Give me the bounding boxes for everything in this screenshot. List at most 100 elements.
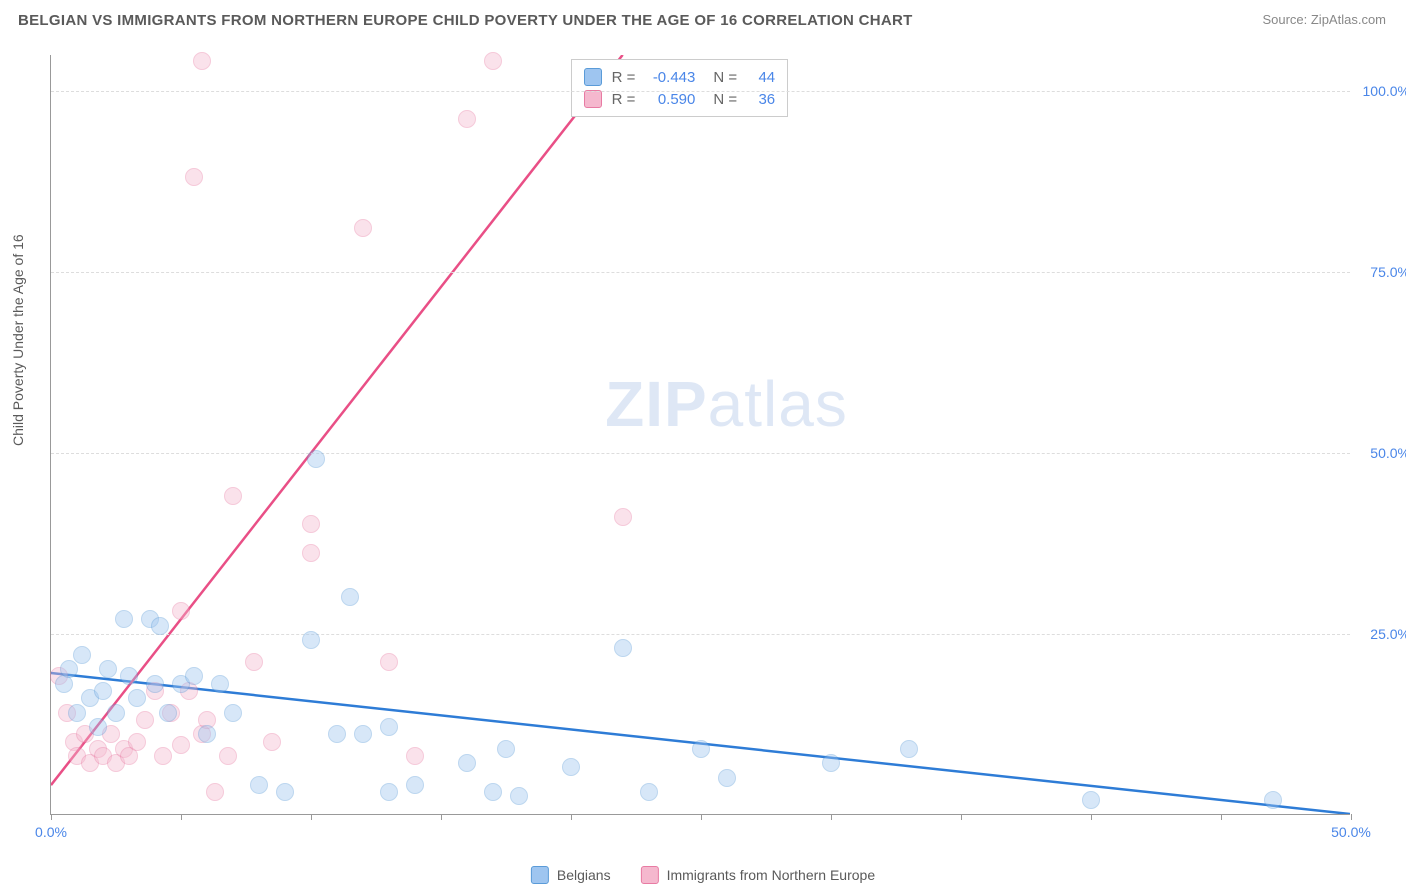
data-point — [302, 544, 320, 562]
data-point — [115, 610, 133, 628]
x-tick — [1221, 814, 1222, 820]
data-point — [822, 754, 840, 772]
data-point — [224, 704, 242, 722]
x-tick — [51, 814, 52, 820]
x-tick — [961, 814, 962, 820]
data-point — [245, 653, 263, 671]
grid-line — [51, 453, 1350, 454]
legend: Belgians Immigrants from Northern Europe — [531, 866, 875, 884]
data-point — [146, 675, 164, 693]
data-point — [193, 52, 211, 70]
stat-label-r: R = — [612, 91, 636, 108]
chart-source: Source: ZipAtlas.com — [1262, 12, 1386, 27]
data-point — [380, 783, 398, 801]
legend-swatch — [641, 866, 659, 884]
trend-lines — [51, 55, 1350, 814]
data-point — [198, 725, 216, 743]
scatter-chart: ZIPatlas R =-0.443N =44R =0.590N =36 25.… — [50, 55, 1350, 815]
data-point — [250, 776, 268, 794]
x-tick — [831, 814, 832, 820]
data-point — [68, 704, 86, 722]
data-point — [692, 740, 710, 758]
data-point — [128, 689, 146, 707]
y-tick-label: 100.0% — [1363, 83, 1406, 99]
data-point — [458, 110, 476, 128]
data-point — [380, 718, 398, 736]
data-point — [302, 631, 320, 649]
x-tick-label: 50.0% — [1331, 824, 1371, 840]
data-point — [614, 508, 632, 526]
data-point — [60, 660, 78, 678]
data-point — [1264, 791, 1282, 809]
data-point — [99, 660, 117, 678]
data-point — [510, 787, 528, 805]
data-point — [136, 711, 154, 729]
data-point — [172, 602, 190, 620]
y-tick-label: 75.0% — [1370, 264, 1406, 280]
data-point — [185, 667, 203, 685]
x-tick — [441, 814, 442, 820]
stat-r-value: 0.590 — [645, 91, 695, 108]
watermark-light: atlas — [708, 368, 848, 440]
data-point — [341, 588, 359, 606]
stat-label-n: N = — [713, 69, 737, 86]
stat-r-value: -0.443 — [645, 69, 695, 86]
x-tick — [311, 814, 312, 820]
data-point — [484, 52, 502, 70]
x-tick-label: 0.0% — [35, 824, 67, 840]
data-point — [307, 450, 325, 468]
data-point — [276, 783, 294, 801]
data-point — [718, 769, 736, 787]
legend-label: Belgians — [557, 867, 611, 883]
chart-title: BELGIAN VS IMMIGRANTS FROM NORTHERN EURO… — [18, 12, 913, 29]
data-point — [406, 776, 424, 794]
data-point — [328, 725, 346, 743]
chart-header: BELGIAN VS IMMIGRANTS FROM NORTHERN EURO… — [0, 0, 1406, 33]
data-point — [458, 754, 476, 772]
series-swatch — [584, 68, 602, 86]
data-point — [151, 617, 169, 635]
data-point — [354, 725, 372, 743]
stat-n-value: 44 — [747, 69, 775, 86]
grid-line — [51, 91, 1350, 92]
data-point — [263, 733, 281, 751]
watermark: ZIPatlas — [605, 367, 848, 441]
y-tick-label: 25.0% — [1370, 626, 1406, 642]
x-tick — [181, 814, 182, 820]
data-point — [206, 783, 224, 801]
data-point — [185, 168, 203, 186]
series-swatch — [584, 90, 602, 108]
data-point — [89, 718, 107, 736]
data-point — [484, 783, 502, 801]
data-point — [219, 747, 237, 765]
y-tick-label: 50.0% — [1370, 445, 1406, 461]
legend-label: Immigrants from Northern Europe — [667, 867, 876, 883]
data-point — [73, 646, 91, 664]
stat-label-n: N = — [713, 91, 737, 108]
data-point — [94, 682, 112, 700]
x-tick — [1351, 814, 1352, 820]
legend-item: Immigrants from Northern Europe — [641, 866, 876, 884]
watermark-bold: ZIP — [605, 368, 708, 440]
data-point — [562, 758, 580, 776]
grid-line — [51, 634, 1350, 635]
data-point — [172, 736, 190, 754]
data-point — [302, 515, 320, 533]
legend-swatch — [531, 866, 549, 884]
data-point — [900, 740, 918, 758]
data-point — [640, 783, 658, 801]
data-point — [354, 219, 372, 237]
data-point — [128, 733, 146, 751]
data-point — [154, 747, 172, 765]
data-point — [120, 667, 138, 685]
data-point — [211, 675, 229, 693]
stat-label-r: R = — [612, 69, 636, 86]
stats-box: R = -0.443 N = 44 R = 0.590 N = 36 — [571, 59, 789, 117]
grid-line — [51, 272, 1350, 273]
legend-item: Belgians — [531, 866, 611, 884]
data-point — [380, 653, 398, 671]
stats-row: R = -0.443 N = 44 — [584, 66, 776, 88]
data-point — [614, 639, 632, 657]
stat-n-value: 36 — [747, 91, 775, 108]
x-tick — [571, 814, 572, 820]
